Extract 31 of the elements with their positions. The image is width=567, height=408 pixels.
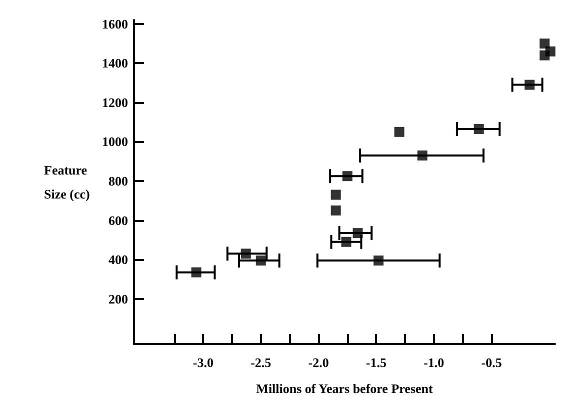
y-axis-title: Feature Size (cc) [44, 162, 90, 202]
point [256, 256, 266, 266]
point [524, 80, 535, 90]
point [545, 46, 556, 56]
x-axis-title: Millions of Years before Present [256, 381, 434, 396]
y-tick-label: 200 [108, 291, 128, 306]
x-tick-label: -0.5 [481, 355, 502, 370]
y-tick-label: 400 [108, 252, 128, 268]
y-tick-label: 1600 [102, 16, 128, 32]
y-tick-label: 1000 [102, 134, 128, 150]
y-tick-label: 1200 [102, 94, 128, 110]
point [474, 124, 484, 134]
x-tick-label: -2.0 [308, 355, 329, 370]
y-tick-label: 600 [108, 212, 128, 228]
point [352, 228, 363, 238]
point [191, 267, 202, 278]
y-tick-label: 1400 [102, 56, 128, 71]
point [330, 205, 341, 216]
point [341, 236, 352, 247]
point [374, 256, 384, 266]
x-tick-label: -1.5 [366, 355, 387, 370]
y-tick-label: 800 [108, 174, 128, 189]
point [540, 38, 550, 49]
point [417, 150, 428, 160]
point [342, 171, 352, 182]
x-tick-label: -2.5 [250, 355, 272, 370]
x-tick-label: -1.0 [424, 355, 444, 370]
point [394, 126, 404, 137]
point [330, 190, 341, 200]
point [240, 248, 251, 259]
x-tick-label: -3.0 [192, 355, 214, 370]
